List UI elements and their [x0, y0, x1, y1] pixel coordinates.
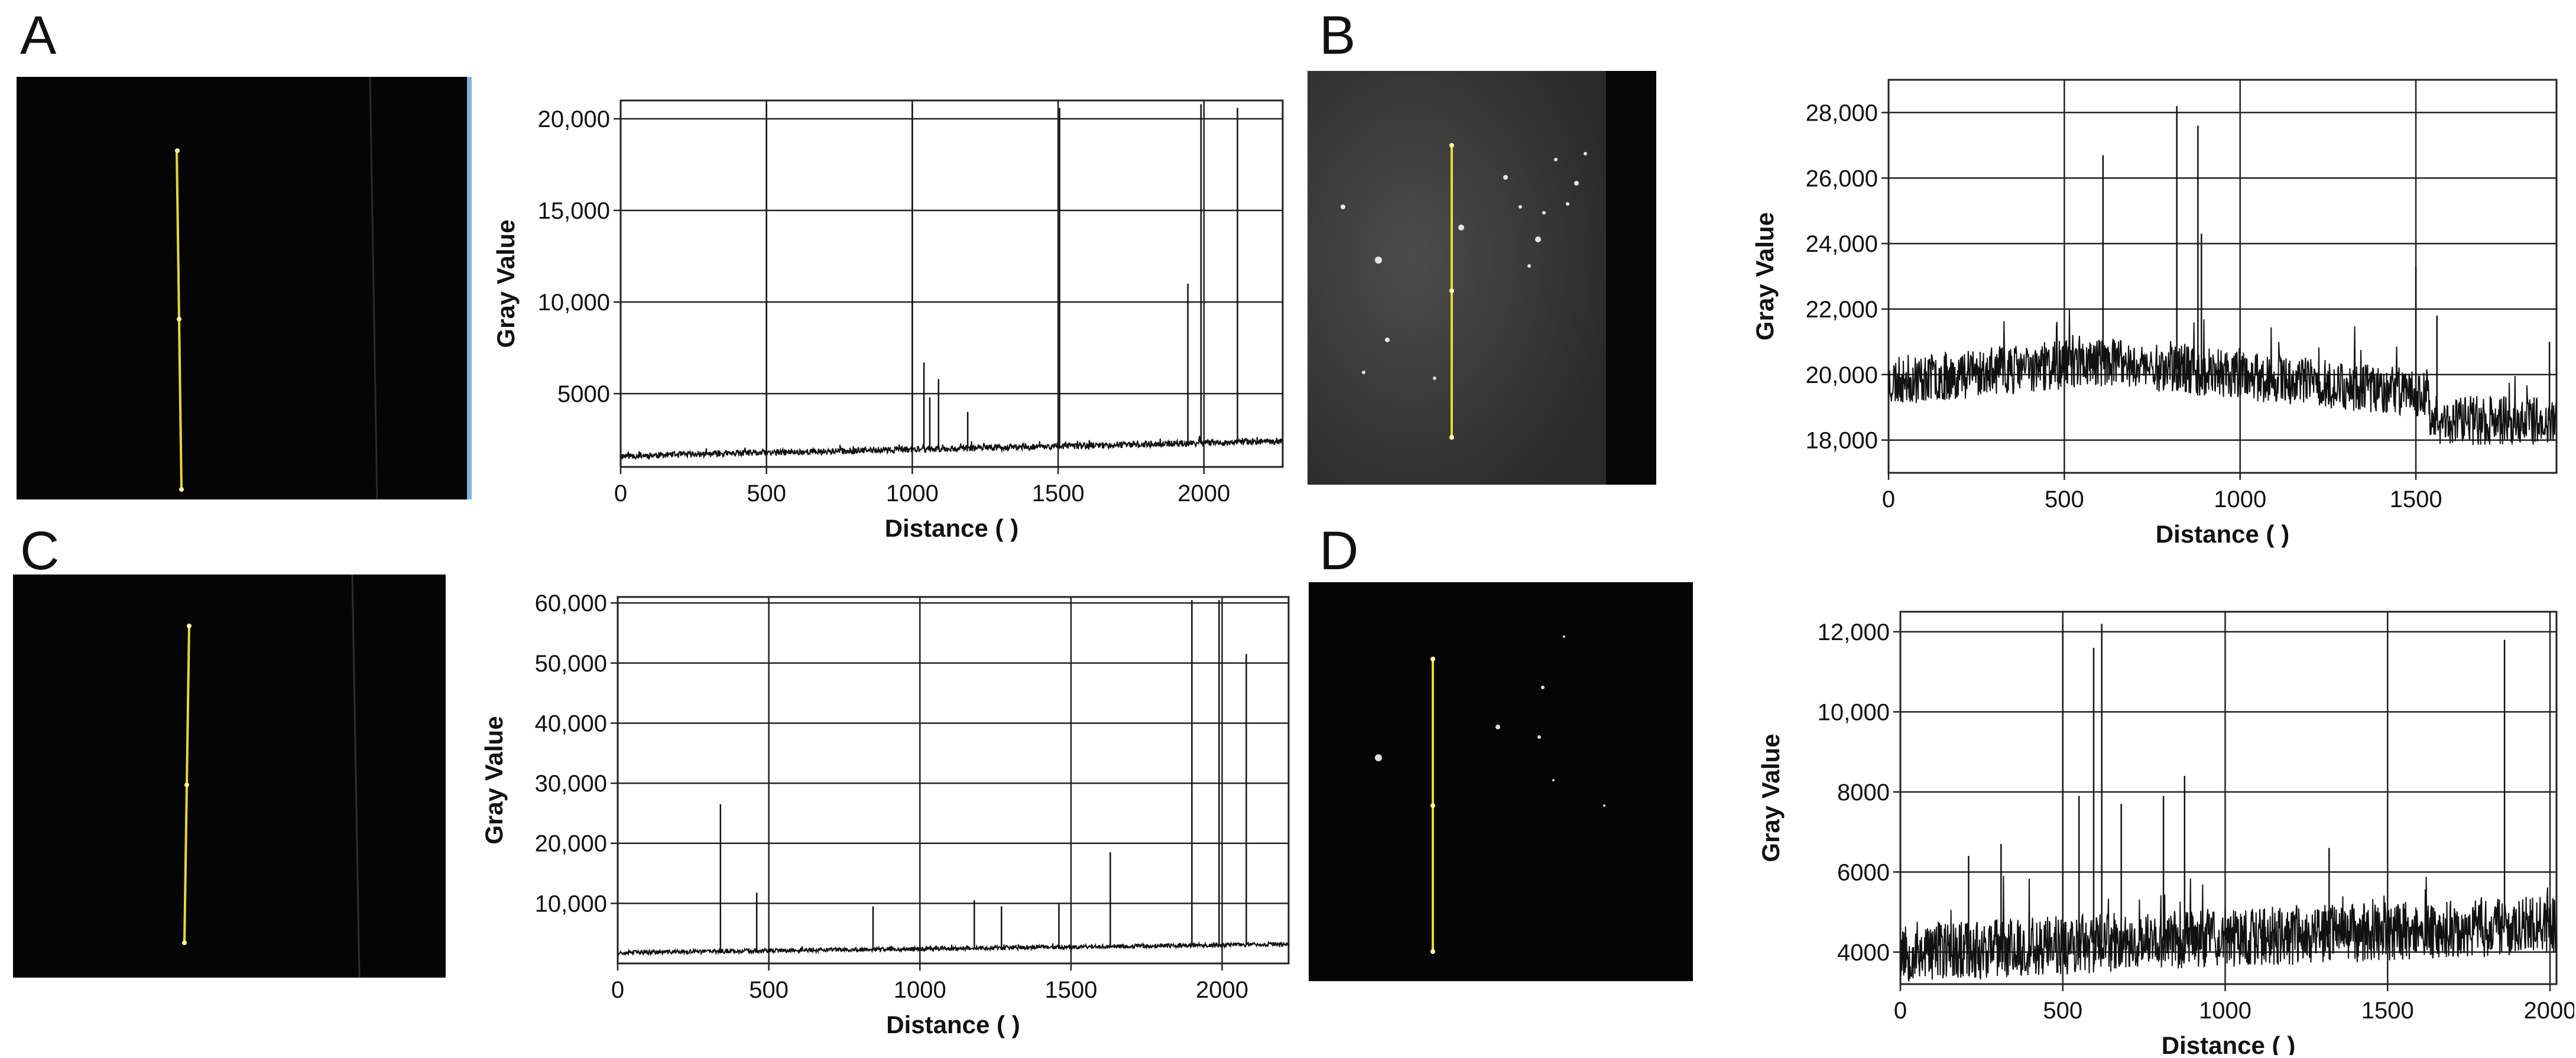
plot-frame [619, 99, 1284, 468]
panel-letter-a: A [20, 5, 57, 66]
x-tick-label: 500 [747, 481, 786, 507]
chart-b: 0 500 1000 1500 18,000 20,000 22,000 24,000 26,0… [1744, 65, 2574, 559]
plot-frame [617, 596, 1290, 965]
y-tick-label: 18,000 [1806, 428, 1878, 454]
profile-trace [620, 436, 1283, 460]
x-tick-label: 0 [614, 481, 627, 507]
micrograph-b [1308, 71, 1656, 485]
x-tick-label: 500 [2045, 486, 2084, 512]
micrograph-a [17, 77, 472, 499]
y-tick-label: 4000 [1837, 940, 1890, 966]
profile-trace [1900, 875, 2557, 982]
chart-d: 0 500 1000 1500 2000 4000 6000 8000 10,000 12,000… [1750, 591, 2576, 1058]
panel-letter-b: B [1319, 5, 1356, 66]
x-tick-label: 1500 [1044, 977, 1097, 1003]
panel-letter-c: C [20, 521, 60, 581]
y-tick-label: 20,000 [535, 831, 607, 857]
x-axis-label: Distance ( ) [2156, 520, 2289, 548]
chart-a: 0 500 1000 1500 2000 5000 10,000 15,000 20,000 Di… [485, 83, 1300, 559]
y-tick-label: 12,000 [1818, 619, 1890, 645]
y-axis-label: Gray Value [1757, 734, 1785, 862]
y-tick-label: 10,000 [1818, 699, 1890, 725]
x-axis-label: Distance ( ) [2162, 1031, 2295, 1055]
y-tick-label: 22,000 [1806, 297, 1878, 323]
x-tick-label: 2000 [2524, 998, 2574, 1024]
x-tick-label: 2000 [1196, 977, 1248, 1003]
x-tick-label: 1000 [894, 977, 946, 1003]
x-tick-label: 0 [611, 977, 624, 1003]
y-tick-label: 6000 [1837, 859, 1890, 885]
y-tick-label: 20,000 [538, 106, 610, 132]
profile-trace [617, 940, 1289, 957]
profile-trace [1888, 309, 2557, 445]
y-tick-label: 24,000 [1806, 231, 1878, 257]
x-tick-label: 1000 [2214, 486, 2266, 512]
x-tick-label: 1500 [2390, 486, 2442, 512]
x-tick-label: 500 [2043, 998, 2082, 1024]
y-tick-label: 15,000 [538, 198, 610, 224]
x-tick-label: 1000 [886, 481, 939, 507]
y-tick-label: 5000 [557, 381, 610, 407]
plot-frame [1887, 79, 2558, 474]
panel-letter-d: D [1319, 521, 1359, 581]
y-tick-label: 8000 [1837, 780, 1890, 806]
x-axis-label: Distance ( ) [885, 514, 1018, 542]
x-tick-label: 0 [1894, 998, 1907, 1024]
x-tick-label: 1000 [2199, 998, 2251, 1024]
y-tick-label: 26,000 [1806, 165, 1878, 192]
y-axis-label: Gray Value [492, 219, 520, 348]
y-axis-label: Gray Value [1751, 212, 1779, 340]
y-tick-label: 60,000 [535, 590, 607, 616]
y-tick-label: 28,000 [1806, 100, 1878, 126]
x-tick-label: 500 [749, 977, 789, 1003]
y-tick-label: 50,000 [535, 651, 607, 677]
x-tick-label: 2000 [1177, 481, 1230, 507]
micrograph-d [1309, 582, 1693, 981]
y-axis-label: Gray Value [480, 716, 508, 844]
y-tick-label: 40,000 [535, 710, 607, 736]
y-tick-label: 10,000 [538, 290, 610, 316]
x-tick-label: 1500 [1032, 481, 1085, 507]
y-tick-label: 30,000 [535, 771, 607, 797]
y-tick-label: 20,000 [1806, 362, 1878, 388]
chart-c: 0 500 1000 1500 2000 10,000 20,000 30,000 40,000… [473, 576, 1306, 1046]
x-axis-label: Distance ( ) [886, 1011, 1020, 1038]
x-tick-label: 1500 [2361, 998, 2414, 1024]
micrograph-c [13, 575, 446, 978]
y-tick-label: 10,000 [535, 891, 607, 917]
x-tick-label: 0 [1882, 486, 1895, 512]
